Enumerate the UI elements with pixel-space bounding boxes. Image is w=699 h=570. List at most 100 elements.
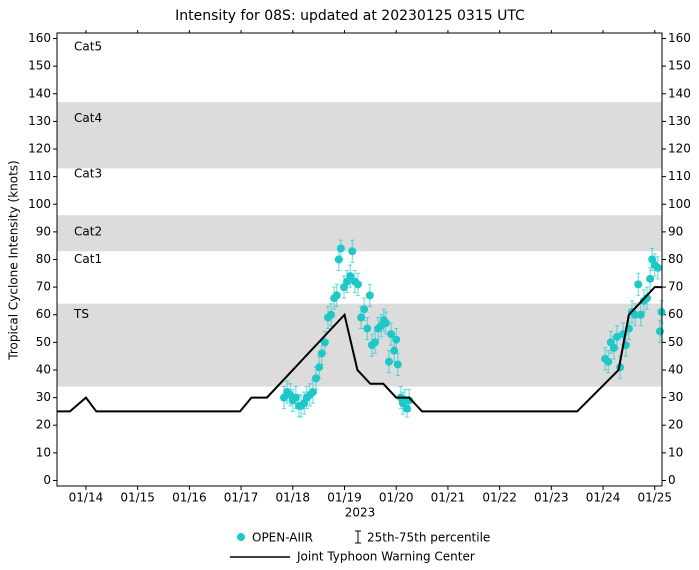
y-tick-label: 30 [36, 390, 51, 404]
data-point [392, 335, 401, 344]
band-label: Cat5 [74, 39, 102, 53]
data-point [634, 280, 643, 289]
data-point [348, 247, 357, 256]
y-tick-label-right: 70 [668, 280, 683, 294]
y-tick-label: 100 [28, 197, 51, 211]
y-tick-label: 90 [36, 224, 51, 238]
data-point [327, 310, 336, 319]
x-tick-label: 01/25 [637, 491, 672, 505]
y-tick-label: 140 [28, 86, 51, 100]
data-point [363, 324, 372, 333]
y-tick-label-right: 160 [668, 31, 691, 45]
y-tick-label: 130 [28, 114, 51, 128]
data-point [360, 305, 369, 314]
x-tick-label: 01/23 [534, 491, 569, 505]
data-point [403, 404, 412, 413]
y-tick-label-right: 20 [668, 418, 683, 432]
y-tick-label-right: 80 [668, 252, 683, 266]
data-point [320, 338, 329, 347]
y-tick-label-right: 110 [668, 169, 691, 183]
data-point [357, 313, 366, 322]
data-point [653, 263, 662, 272]
legend-marker [237, 533, 245, 541]
data-point [631, 310, 640, 319]
chart-title: Intensity for 08S: updated at 20230125 0… [175, 8, 525, 24]
y-tick-label: 10 [36, 445, 51, 459]
y-tick-label-right: 10 [668, 445, 683, 459]
x-tick-label: 01/16 [172, 491, 207, 505]
data-point [353, 280, 362, 289]
x-tick-label: 01/17 [224, 491, 259, 505]
x-tick-label: 01/15 [120, 491, 155, 505]
data-point [336, 244, 345, 253]
plot-border [56, 32, 663, 487]
y-tick-label: 60 [36, 307, 51, 321]
intensity-band [57, 102, 662, 169]
y-tick-label: 20 [36, 418, 51, 432]
y-axis-label: Tropical Cyclone Intensity (knots) [7, 160, 21, 360]
y-tick-label: 40 [36, 362, 51, 376]
legend-label: Joint Typhoon Warning Center [296, 550, 475, 564]
x-tick-label: 01/20 [379, 491, 414, 505]
data-point [371, 338, 380, 347]
y-tick-label: 50 [36, 335, 51, 349]
y-tick-label-right: 50 [668, 335, 683, 349]
data-point [312, 374, 321, 383]
jtwc-line [57, 286, 662, 413]
legend-label: OPEN-AIIR [252, 531, 313, 545]
data-point [613, 332, 622, 341]
band-label: Cat2 [74, 224, 102, 238]
data-point [393, 360, 402, 369]
band-label: TS [73, 307, 89, 321]
x-tick-label: 01/14 [69, 491, 104, 505]
x-tick-label: 01/19 [327, 491, 362, 505]
data-point [384, 357, 393, 366]
y-tick-label: 80 [36, 252, 51, 266]
band-label: Cat1 [74, 252, 102, 266]
data-point [315, 363, 324, 372]
y-tick-label: 150 [28, 59, 51, 73]
x-tick-label: 01/18 [275, 491, 310, 505]
data-point [390, 346, 399, 355]
y-tick-label-right: 150 [668, 59, 691, 73]
data-point [365, 291, 374, 300]
data-point [332, 291, 341, 300]
data-point [308, 388, 317, 397]
data-point [346, 272, 355, 281]
data-point [657, 307, 666, 316]
data-point [655, 327, 664, 336]
y-tick-label-right: 30 [668, 390, 683, 404]
y-tick-label-right: 40 [668, 362, 683, 376]
y-tick-label-right: 0 [668, 473, 676, 487]
data-point [636, 310, 645, 319]
y-tick-label: 120 [28, 142, 51, 156]
data-point [291, 393, 300, 402]
y-tick-label: 160 [28, 31, 51, 45]
x-tick-label: 01/21 [431, 491, 466, 505]
data-point [387, 330, 396, 339]
y-tick-label-right: 90 [668, 224, 683, 238]
band-label: Cat3 [74, 166, 102, 180]
data-point [381, 319, 390, 328]
data-point [609, 343, 618, 352]
data-point [604, 357, 613, 366]
x-axis-label: 2023 [345, 506, 376, 520]
y-tick-label-right: 130 [668, 114, 691, 128]
legend-errorbar [355, 530, 361, 544]
y-tick-label-right: 120 [668, 142, 691, 156]
data-point [646, 274, 655, 283]
band-label: Cat4 [74, 111, 102, 125]
x-tick-label: 01/24 [586, 491, 621, 505]
y-tick-label-right: 100 [668, 197, 691, 211]
x-tick-label: 01/22 [482, 491, 517, 505]
legend-label: 25th-75th percentile [367, 531, 490, 545]
data-point [334, 255, 343, 264]
y-tick-label: 0 [43, 473, 51, 487]
y-tick-label: 110 [28, 169, 51, 183]
y-tick-label: 70 [36, 280, 51, 294]
data-point [317, 349, 326, 358]
y-tick-label-right: 60 [668, 307, 683, 321]
